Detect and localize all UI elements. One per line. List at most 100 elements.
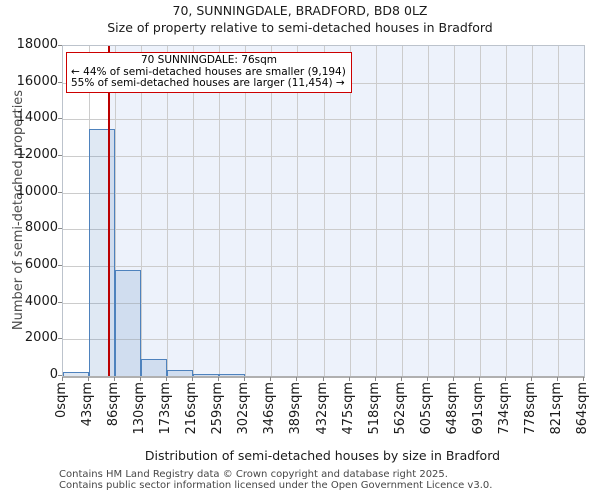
histogram-bar [89,129,116,376]
x-tick-label: 648sqm [444,382,460,435]
annotation-property-label: 70 SUNNINGDALE: 76sqm [140,54,277,66]
y-tick-label: 8000 [24,220,58,236]
x-gridline [193,46,195,376]
y-tick-label: 4000 [24,293,58,309]
y-tick-mark [58,155,62,156]
x-tick-mark [62,377,63,381]
x-gridline [115,46,117,376]
x-tick-label: 691sqm [470,382,486,435]
y-tick-mark [58,301,62,303]
x-tick-label: 259sqm [210,382,226,435]
x-tick-mark [504,377,506,381]
x-gridline [219,46,221,376]
x-tick-mark [88,377,90,381]
y-tick-label: 6000 [24,257,58,272]
x-tick-label: 475sqm [340,382,356,435]
chart-subtitle: Size of property relative to semi-detach… [107,20,493,35]
y-tick-mark [58,191,62,193]
x-axis-label: Distribution of semi-detached houses by … [144,448,501,463]
y-tick-label: 14000 [16,110,58,126]
y-tick-mark [58,375,62,376]
x-gridline [297,46,299,376]
x-gridline [375,46,377,376]
x-tick-label: 43sqm [80,382,96,427]
x-tick-mark [244,377,246,381]
histogram-bar [219,374,246,376]
x-tick-mark [322,377,324,381]
plot-area [62,45,585,378]
histogram-bar [193,373,220,376]
property-annotation-box: 70 SUNNINGDALE: 76sqm ← 44% of semi-deta… [66,52,352,93]
x-tick-label: 821sqm [548,382,564,435]
x-gridline [531,46,533,376]
histogram-bar [141,358,168,376]
x-tick-mark [400,377,402,381]
x-tick-label: 518sqm [366,382,382,435]
x-tick-mark [556,377,558,381]
x-gridline [141,46,143,376]
x-tick-label: 562sqm [392,382,408,435]
y-tick-label: 12000 [16,147,58,162]
x-tick-mark [166,377,168,381]
x-tick-label: 734sqm [496,382,512,435]
x-tick-mark [426,377,428,381]
x-tick-label: 346sqm [262,382,278,435]
x-tick-mark [192,377,194,381]
x-tick-mark [270,377,272,381]
x-tick-label: 864sqm [575,382,590,435]
x-tick-label: 173sqm [158,382,174,435]
x-tick-label: 605sqm [418,382,434,435]
x-gridline [479,46,481,376]
annotation-larger-stat: 55% of semi-detached houses are larger (… [71,77,345,89]
x-tick-mark [452,377,454,381]
x-tick-label: 778sqm [522,382,538,435]
y-tick-mark [58,45,62,46]
x-tick-mark [374,377,376,381]
x-gridline [245,46,247,376]
y-tick-mark [58,118,62,120]
x-tick-mark [478,377,480,381]
x-tick-mark [348,377,350,381]
y-tick-label: 2000 [24,330,58,346]
y-axis-label: Number of semi-detached properties [11,89,26,331]
x-gridline [557,46,559,376]
x-gridline [453,46,455,376]
x-gridline [349,46,351,376]
x-tick-mark [530,377,532,381]
x-tick-mark [583,377,584,381]
footer-attribution-line1: Contains HM Land Registry data © Crown c… [59,469,448,480]
x-tick-label: 216sqm [184,382,200,435]
histogram-bar [115,269,142,376]
x-gridline [323,46,325,376]
y-tick-label: 10000 [16,183,58,199]
x-gridline [401,46,403,376]
histogram-bar [167,369,194,376]
y-tick-mark [58,228,62,230]
y-tick-label: 0 [49,367,58,382]
x-tick-label: 86sqm [106,382,122,427]
x-tick-mark [218,377,220,381]
x-gridline [505,46,507,376]
x-gridline [271,46,273,376]
x-gridline [427,46,429,376]
annotation-smaller-stat: ← 44% of semi-detached houses are smalle… [71,65,346,78]
y-tick-mark [58,265,62,266]
x-tick-label: 432sqm [314,382,330,435]
larger-properties-shaded-region [108,46,584,376]
property-size-marker-line [107,46,110,376]
x-tick-mark [296,377,298,381]
x-gridline [167,46,169,376]
x-tick-label: 0sqm [54,382,69,418]
x-tick-label: 389sqm [288,382,304,435]
y-tick-mark [58,338,62,340]
x-tick-label: 130sqm [132,382,148,435]
x-tick-label: 302sqm [236,382,252,435]
x-tick-mark [114,377,116,381]
x-tick-mark [140,377,142,381]
footer-attribution-line2: Contains public sector information licen… [59,480,493,491]
y-tick-label: 18000 [16,37,58,52]
chart-title: 70, SUNNINGDALE, BRADFORD, BD8 0LZ [172,3,428,18]
y-tick-mark [58,81,62,83]
y-tick-label: 16000 [16,73,58,89]
